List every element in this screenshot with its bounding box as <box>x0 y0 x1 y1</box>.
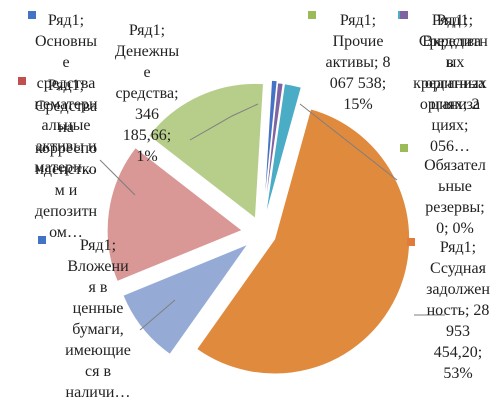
leader-line <box>99 159 136 196</box>
data-label-line: Средства <box>35 98 97 115</box>
data-label-line: 346 <box>135 106 159 123</box>
data-label-line: ом… <box>49 224 83 241</box>
pie-slice <box>195 108 411 375</box>
data-label-line: задолжен <box>426 281 490 298</box>
data-label-line: м и <box>55 182 78 199</box>
data-label-line: Ссудная <box>430 260 487 277</box>
data-label: Ряд1; Прочие активы; 8 067 538; 15% <box>326 12 391 113</box>
data-label-line: Ряд1; <box>340 12 376 29</box>
data-label-line: 15% <box>343 96 372 113</box>
data-label-line: Ряд1; <box>48 12 84 29</box>
data-label-line: матери… <box>34 159 97 176</box>
pie-slice <box>106 146 244 283</box>
data-label-line: Ряд1; <box>80 237 116 254</box>
data-label-line: имеющие <box>65 342 131 359</box>
pie-slice <box>263 82 284 218</box>
legend-key <box>407 238 415 246</box>
data-label-line: я в <box>89 279 108 296</box>
data-label: Ряд1; Основны е средства нематери альные актив… <box>34 12 98 176</box>
data-label-line: 0; 0% <box>436 220 474 237</box>
data-label-line: организа <box>425 75 485 92</box>
legend-key <box>28 11 36 19</box>
data-label: Ряд1; Вкредитн ых организа циях; 2 <box>422 12 488 113</box>
data-label-line: Вкредитн <box>422 33 488 50</box>
data-label-line: ся в <box>85 363 111 380</box>
data-label-line: кредитных <box>413 75 487 92</box>
data-label: Ряд1; Денежны е средства; 346 185,66; 1% <box>115 22 179 165</box>
pie-slice <box>147 82 265 220</box>
legend-key <box>18 77 26 85</box>
data-label-line: альные <box>42 117 91 134</box>
data-label-line: в <box>446 54 454 71</box>
data-label-line: резервы; <box>425 199 484 216</box>
data-label: Ряд1; Средства на корреспо нденстко м и депози… <box>35 77 98 241</box>
leader-line <box>189 103 259 141</box>
data-label-line: Ряд1; <box>437 12 473 29</box>
data-label: Ряд1; Вложени я в ценные бумаги, имеющие ся в н… <box>65 237 131 401</box>
data-label-line: е <box>62 54 69 71</box>
data-label-line: ность; 28 <box>427 302 490 319</box>
pie-slice <box>264 83 302 218</box>
data-label-line: депозитн <box>35 203 98 220</box>
data-label: Ряд1; Ссудная задолжен ность; 28 953 454,20; 5… <box>426 239 490 382</box>
data-label-line: Ряд1; <box>432 12 468 29</box>
data-label-line: 53% <box>443 365 472 382</box>
data-label-line: Вложени <box>67 258 129 275</box>
leader-line <box>139 299 176 331</box>
data-label-line: циях; <box>432 117 469 134</box>
data-label-line: нематери <box>34 96 97 113</box>
data-label-line: активы и <box>35 138 97 155</box>
leader-line <box>299 103 398 181</box>
data-label-line: корреспо <box>35 140 97 157</box>
data-label-line: организа <box>420 96 480 113</box>
legend-key <box>400 144 408 152</box>
data-label-line: средства; <box>115 85 178 102</box>
data-label-line: Ряд1; <box>48 77 84 94</box>
legend-key <box>400 11 408 19</box>
legend-key <box>38 236 46 244</box>
data-label-line: циях; 2 <box>431 96 480 113</box>
data-label-line: 185,66; <box>123 127 171 144</box>
data-label-line: ых <box>446 54 465 71</box>
data-label-line: средства <box>37 75 96 92</box>
pie-slice <box>262 79 278 216</box>
leader-lines <box>99 103 445 331</box>
data-label-line: ьные <box>438 178 472 195</box>
data-label-line: Основны <box>35 33 97 50</box>
data-label-line: Прочие <box>333 33 384 50</box>
data-label-line: активы; 8 <box>326 54 391 71</box>
data-labels: Ряд1; Основны е средства нематери альные актив… <box>18 11 490 401</box>
data-label-line: 067 538; <box>330 75 386 92</box>
data-label-line: 1% <box>136 148 157 165</box>
data-label-line: наличи… <box>66 384 131 401</box>
data-label-line: 056… <box>430 138 470 155</box>
data-label-line: Средства <box>419 33 481 50</box>
data-label-line: нденстко <box>35 161 96 178</box>
legend-key <box>308 11 316 19</box>
data-label-line: е <box>143 64 150 81</box>
data-label: Ряд1; Средства в кредитных организа циях; 056… <box>413 12 487 155</box>
data-label: Обязател ьные резервы; 0; 0% <box>424 157 486 237</box>
data-label-line: 454,20; <box>434 344 482 361</box>
data-label-line: Обязател <box>424 157 486 174</box>
pie-slice <box>265 86 303 218</box>
data-label-line: Денежны <box>115 43 179 60</box>
pie-slices <box>106 79 411 375</box>
data-label-line: на <box>58 119 74 136</box>
data-label-line: бумаги, <box>72 321 124 338</box>
data-label-line: 953 <box>446 323 470 340</box>
data-label-line: ценные <box>73 300 124 317</box>
data-label-line: Ряд1; <box>129 22 165 39</box>
data-label-line: Ряд1; <box>440 239 476 256</box>
